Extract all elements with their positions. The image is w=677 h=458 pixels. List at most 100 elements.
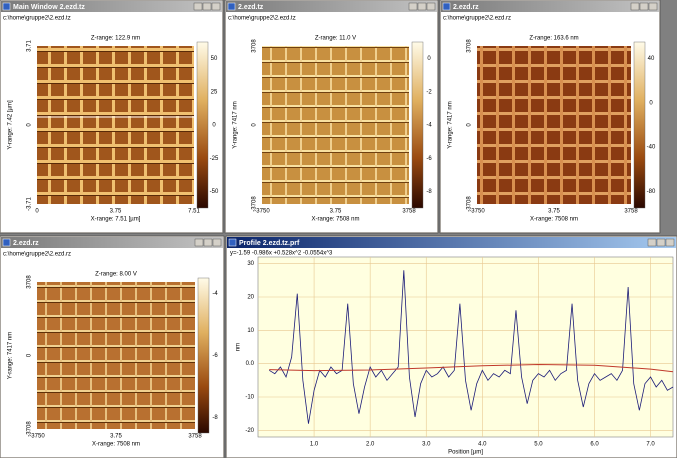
y-tick-label: 0.0 bbox=[246, 361, 255, 367]
colorbar bbox=[411, 41, 424, 209]
y-tick-label: 20 bbox=[247, 295, 254, 301]
colorbar bbox=[197, 277, 210, 434]
colorbar-tick-label: -2 bbox=[426, 89, 432, 95]
y-tick-label: 3708 bbox=[252, 39, 258, 53]
title-bar bbox=[441, 1, 659, 12]
x-tick-label: -3750 bbox=[29, 434, 45, 440]
colorbar-tick-label: 25 bbox=[211, 89, 218, 95]
title-bar bbox=[1, 1, 222, 12]
colorbar-tick-label: -50 bbox=[210, 189, 219, 195]
profile-line bbox=[269, 270, 674, 424]
file-path: c:\home\gruppe2\2.ezd.tz bbox=[3, 16, 71, 22]
x-tick-label: 3758 bbox=[402, 209, 416, 215]
button-max[interactable] bbox=[417, 2, 427, 11]
button-max[interactable] bbox=[202, 2, 212, 11]
x-tick-label: 3.75 bbox=[548, 209, 560, 215]
x-tick-label: 3.75 bbox=[110, 209, 122, 215]
y-tick-label: 0 bbox=[27, 353, 33, 357]
z-range: Z-range: 11.0 V bbox=[315, 36, 356, 42]
x-tick-label: 2.0 bbox=[366, 442, 375, 448]
afm-image bbox=[37, 46, 194, 204]
title-bar bbox=[227, 237, 676, 248]
window-title: Profile 2.ezd.tz.prf bbox=[239, 240, 300, 247]
colorbar-tick-label: -8 bbox=[426, 189, 432, 195]
plot-area bbox=[257, 256, 674, 438]
y-tick-label: 0 bbox=[27, 123, 33, 127]
y-axis-label: Y-range: 7417 nm bbox=[233, 101, 239, 148]
x-axis-label: X-range: 7508 nm bbox=[530, 217, 578, 223]
colorbar-tick-label: 40 bbox=[648, 56, 655, 62]
x-tick-label: 3758 bbox=[188, 434, 202, 440]
x-axis-label: X-range: 7508 nm bbox=[92, 442, 140, 448]
fit-equation: y=-1.59 -0.986x +0.528x^2 -0.0554x^3 bbox=[230, 251, 333, 257]
button-max[interactable] bbox=[639, 2, 649, 11]
window-title: 2.ezd.rz bbox=[13, 240, 39, 247]
button-close[interactable] bbox=[648, 2, 658, 11]
y-tick-label: 3.71 bbox=[27, 40, 33, 52]
colorbar-tick-label: -8 bbox=[212, 415, 218, 421]
button-max[interactable] bbox=[203, 238, 213, 247]
button-close[interactable] bbox=[665, 238, 675, 247]
button-close[interactable] bbox=[426, 2, 436, 11]
colorbar-tick-label: -6 bbox=[426, 156, 432, 162]
window-icon bbox=[227, 2, 236, 11]
y-tick-label: 30 bbox=[247, 261, 254, 267]
button-min[interactable] bbox=[408, 2, 418, 11]
button-min[interactable] bbox=[647, 238, 657, 247]
y-tick-label: -3708 bbox=[252, 196, 258, 212]
x-tick-label: 7.51 bbox=[188, 209, 200, 215]
window-title: 2.ezd.tz bbox=[238, 4, 264, 11]
x-tick-label: 3.0 bbox=[422, 442, 431, 448]
button-min[interactable] bbox=[630, 2, 640, 11]
colorbar-tick-label: 50 bbox=[211, 56, 218, 62]
button-close[interactable] bbox=[211, 2, 221, 11]
colorbar-tick-label: -6 bbox=[212, 353, 218, 359]
x-tick-label: 3.75 bbox=[330, 209, 342, 215]
x-tick-label: -3750 bbox=[469, 209, 485, 215]
title-bar bbox=[226, 1, 437, 12]
y-tick-label: -3708 bbox=[467, 196, 473, 212]
x-tick-label: 6.0 bbox=[590, 442, 599, 448]
button-max[interactable] bbox=[656, 238, 666, 247]
afm-image bbox=[477, 46, 631, 204]
colorbar-tick-label: -40 bbox=[647, 145, 656, 151]
z-range: Z-range: 8.00 V bbox=[95, 272, 137, 278]
y-tick-label: 10 bbox=[247, 328, 254, 334]
colorbar-tick-label: 0 bbox=[212, 123, 216, 129]
button-min[interactable] bbox=[193, 2, 203, 11]
x-tick-label: 1.0 bbox=[310, 442, 319, 448]
file-path: c:\home\gruppe2\2.ezd.rz bbox=[443, 16, 511, 22]
y-tick-label: 3708 bbox=[27, 275, 33, 289]
afm-image bbox=[37, 282, 195, 429]
x-axis-label: X-range: 7.51 [µm] bbox=[91, 217, 141, 223]
button-close[interactable] bbox=[212, 238, 222, 247]
window-title: Main Window 2.ezd.tz bbox=[13, 4, 85, 11]
colorbar-tick-label: -4 bbox=[426, 123, 432, 129]
window-icon bbox=[2, 238, 11, 247]
window-title: 2.ezd.rz bbox=[453, 4, 479, 11]
colorbar-tick-label: 0 bbox=[427, 56, 431, 62]
colorbar-tick-label: -80 bbox=[647, 189, 656, 195]
y-tick-label: 0 bbox=[467, 123, 473, 127]
x-tick-label: -3750 bbox=[254, 209, 270, 215]
y-axis-label: Y-range: 7.42 [µm] bbox=[8, 100, 14, 150]
y-tick-label: -20 bbox=[245, 428, 254, 434]
x-tick-label: 7.0 bbox=[646, 442, 655, 448]
x-tick-label: 0 bbox=[35, 209, 39, 215]
z-range: Z-range: 122.9 nm bbox=[91, 36, 140, 42]
x-axis-label: X-range: 7508 nm bbox=[311, 217, 359, 223]
colorbar-tick-label: -25 bbox=[210, 156, 219, 162]
y-axis-label: nm bbox=[236, 343, 242, 351]
file-path: c:\home\gruppe2\2.ezd.rz bbox=[3, 252, 71, 258]
x-tick-label: 3.75 bbox=[110, 434, 122, 440]
colorbar-tick-label: 0 bbox=[649, 100, 653, 106]
window-icon bbox=[442, 2, 451, 11]
window-icon bbox=[2, 2, 11, 11]
x-tick-label: 5.0 bbox=[534, 442, 543, 448]
button-min[interactable] bbox=[194, 238, 204, 247]
y-tick-label: 0 bbox=[252, 123, 258, 127]
afm-image bbox=[262, 46, 409, 204]
title-bar bbox=[1, 237, 223, 248]
